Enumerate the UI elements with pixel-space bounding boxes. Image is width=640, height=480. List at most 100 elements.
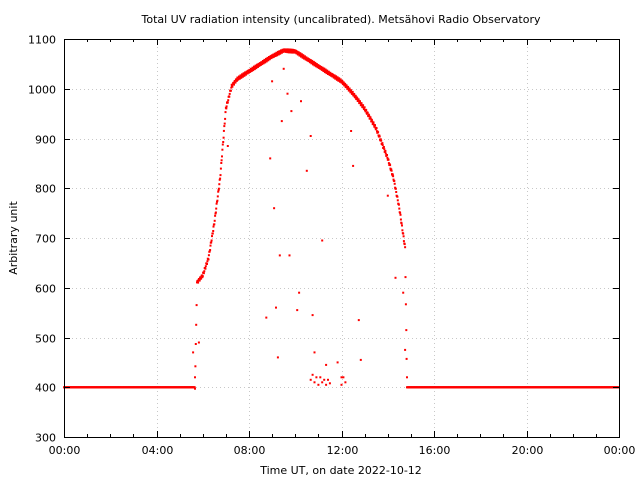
data-point [222, 136, 225, 139]
data-point [387, 162, 390, 165]
data-point [219, 174, 222, 177]
data-point [260, 61, 263, 64]
y-tick-label: 300 [35, 432, 56, 445]
data-point [292, 51, 295, 54]
data-point [386, 194, 389, 197]
data-point [341, 79, 344, 82]
data-point [243, 74, 246, 77]
data-point [279, 52, 282, 55]
data-point [236, 76, 239, 79]
data-point [219, 167, 222, 170]
data-point [194, 343, 197, 345]
data-point [352, 164, 355, 167]
data-point [272, 53, 275, 56]
x-tick-label: 00:00 [604, 444, 636, 457]
data-point [283, 48, 286, 51]
x-tick-label: 04:00 [142, 444, 174, 457]
data-point [276, 54, 279, 57]
data-point [368, 114, 371, 117]
data-point [332, 74, 335, 77]
data-point [281, 48, 284, 51]
data-point [317, 64, 320, 67]
data-point [230, 83, 233, 86]
axis-ticks: 300 400 500 600 700 800 900 1000 1100 00:00 04:00 0… [28, 34, 635, 458]
x-tick-label: 20:00 [512, 444, 544, 457]
data-point [226, 101, 229, 104]
data-point [283, 50, 286, 53]
data-point [233, 83, 235, 86]
data-point [377, 131, 380, 134]
data-point [381, 142, 384, 145]
data-point [305, 56, 308, 59]
data-point [278, 254, 281, 257]
data-point [280, 51, 283, 54]
data-point [321, 66, 324, 69]
data-point [392, 178, 395, 181]
data-point [405, 357, 408, 360]
data-point [278, 50, 281, 53]
data-point [401, 229, 404, 232]
data-point [399, 213, 402, 216]
data-point [353, 93, 356, 95]
data-point [390, 168, 393, 171]
data-point [220, 159, 223, 162]
data-point [295, 52, 298, 55]
data-point [222, 141, 225, 143]
data-point [380, 139, 383, 142]
data-point [206, 260, 209, 263]
data-point [395, 191, 398, 193]
data-point [381, 144, 384, 146]
data-point [361, 106, 364, 109]
data-point [215, 202, 218, 205]
data-point [282, 50, 285, 53]
data-point [318, 65, 321, 68]
data-point [221, 143, 224, 146]
data-point [217, 189, 220, 192]
data-point [226, 145, 229, 147]
data-point [327, 73, 329, 75]
data-point [216, 200, 218, 203]
data-point [234, 81, 237, 84]
data-point [268, 58, 271, 61]
data-point [218, 178, 221, 181]
data-point [394, 276, 397, 279]
data-point [289, 51, 292, 54]
data-point [297, 51, 300, 54]
data-point [300, 55, 302, 58]
data-point [209, 244, 212, 247]
data-point [339, 80, 341, 83]
data-point [244, 71, 247, 74]
data-point [302, 54, 305, 57]
data-point [249, 70, 252, 73]
y-tick-label: 1100 [28, 34, 56, 47]
data-point [299, 52, 302, 55]
data-point [196, 279, 199, 282]
data-point [356, 97, 359, 100]
data-point [315, 376, 318, 379]
data-point [340, 376, 343, 379]
data-point [310, 60, 313, 63]
data-point [313, 381, 316, 384]
data-point [307, 57, 309, 60]
data-point [285, 50, 288, 53]
data-point [194, 376, 196, 379]
data-point [219, 177, 222, 180]
data-point [242, 72, 245, 75]
data-point [290, 48, 293, 51]
data-point [329, 71, 332, 74]
data-point [217, 190, 220, 193]
data-point [231, 85, 234, 88]
data-point [374, 128, 377, 131]
data-point [265, 57, 267, 60]
data-point [213, 219, 216, 222]
data-point [311, 314, 314, 317]
data-point [291, 48, 294, 51]
data-point [232, 81, 235, 84]
data-point [366, 111, 369, 114]
data-point [323, 67, 326, 70]
data-point [193, 386, 196, 389]
data-point [288, 51, 291, 54]
data-point [325, 72, 328, 75]
